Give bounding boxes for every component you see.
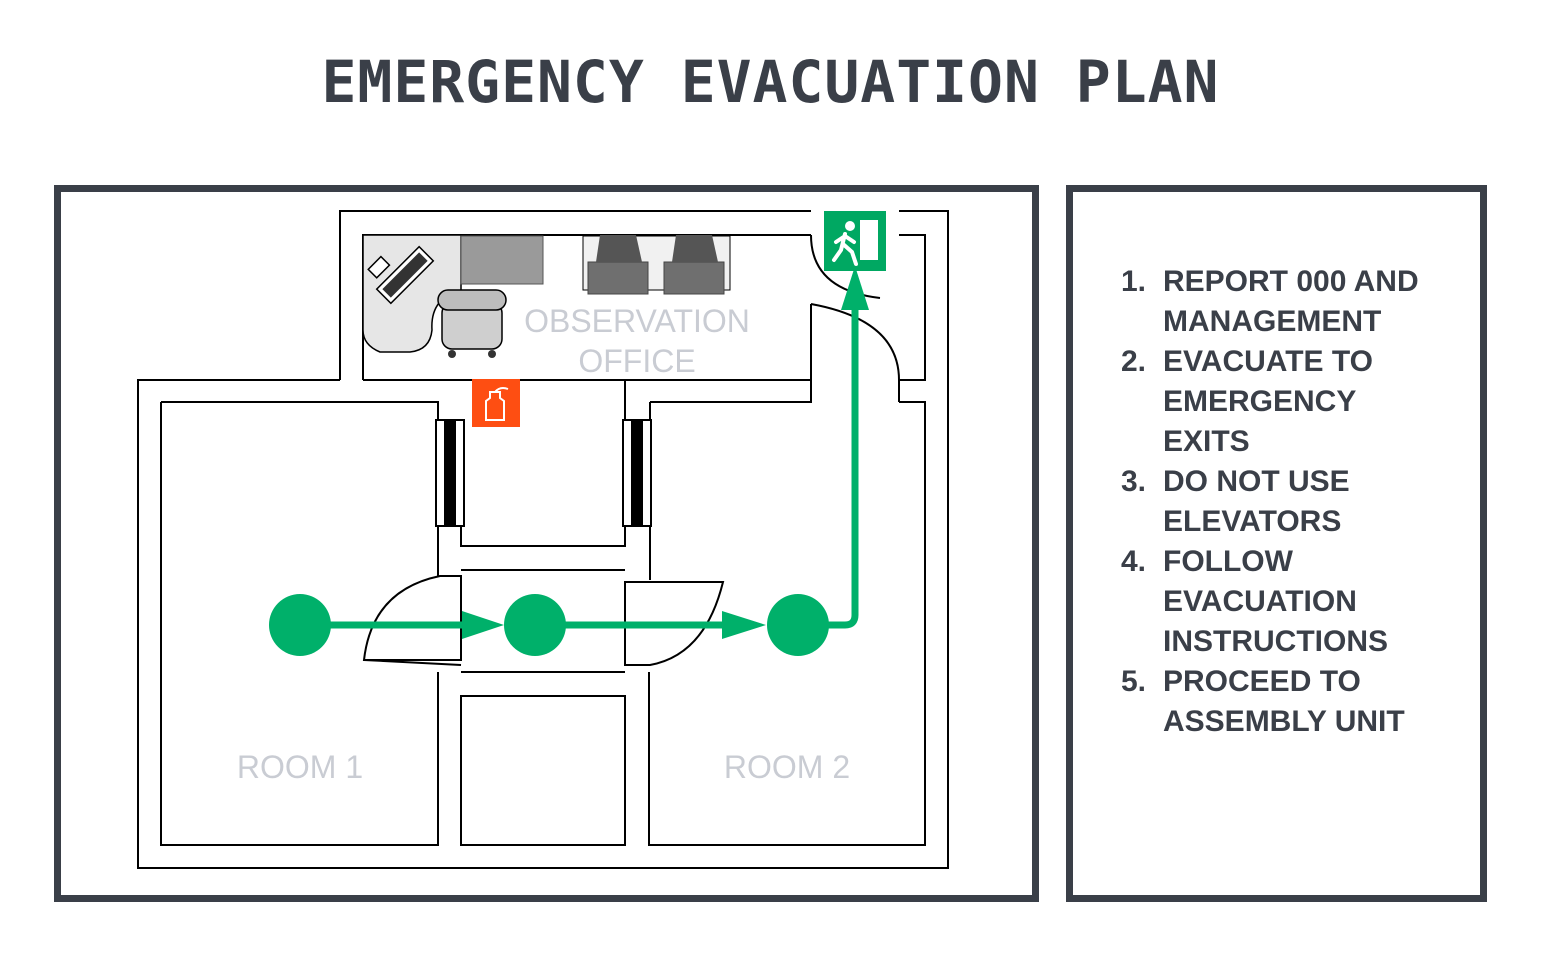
instruction-step: 1. REPORT 000 AND MANAGEMENT xyxy=(1121,262,1423,342)
evacuation-route xyxy=(269,266,869,656)
walls xyxy=(137,210,949,869)
instruction-list: 1. REPORT 000 AND MANAGEMENT 2. EVACUATE… xyxy=(1121,262,1423,742)
step-number: 5. xyxy=(1121,665,1147,698)
computer-icon xyxy=(367,245,435,305)
step-text: EVACUATE TO EMERGENCY EXITS xyxy=(1163,345,1374,458)
observation-office-label-line1: OBSERVATION xyxy=(524,303,750,339)
step-text: REPORT 000 AND MANAGEMENT xyxy=(1163,265,1419,338)
route-arrowhead xyxy=(841,266,869,310)
route-arrowhead xyxy=(462,611,504,639)
step-text: DO NOT USE ELEVATORS xyxy=(1163,465,1350,538)
fire-extinguisher-icon xyxy=(472,379,520,427)
step-text: PROCEED TO ASSEMBLY UNIT xyxy=(1163,665,1405,738)
emergency-exit-icon xyxy=(824,211,886,271)
office-chair-icon xyxy=(437,289,507,358)
room-1-label: ROOM 1 xyxy=(237,749,363,785)
instruction-step: 4. FOLLOW EVACUATION INSTRUCTIONS xyxy=(1121,542,1423,662)
step-number: 4. xyxy=(1121,545,1147,578)
instruction-step: 5. PROCEED TO ASSEMBLY UNIT xyxy=(1121,662,1423,742)
step-number: 1. xyxy=(1121,265,1147,298)
sliding-doors xyxy=(435,419,652,527)
step-text: FOLLOW EVACUATION INSTRUCTIONS xyxy=(1163,545,1388,658)
office-furniture xyxy=(362,234,731,358)
route-waypoint xyxy=(767,594,829,656)
page-title: EMERGENCY EVACUATION PLAN xyxy=(321,48,1220,116)
route-waypoint xyxy=(269,594,331,656)
instruction-step: 3. DO NOT USE ELEVATORS xyxy=(1121,462,1423,542)
room-2-label: ROOM 2 xyxy=(724,749,850,785)
floor-plan-frame xyxy=(54,185,1039,902)
step-number: 2. xyxy=(1121,345,1147,378)
observation-office-label-line2: OFFICE xyxy=(578,343,695,379)
filing-cabinet xyxy=(460,235,544,285)
route-arrowhead xyxy=(722,611,766,639)
waiting-chairs xyxy=(587,235,725,295)
instruction-step: 2. EVACUATE TO EMERGENCY EXITS xyxy=(1121,342,1423,462)
instructions-panel: 1. REPORT 000 AND MANAGEMENT 2. EVACUATE… xyxy=(1066,185,1487,902)
route-waypoint xyxy=(504,594,566,656)
step-number: 3. xyxy=(1121,465,1147,498)
